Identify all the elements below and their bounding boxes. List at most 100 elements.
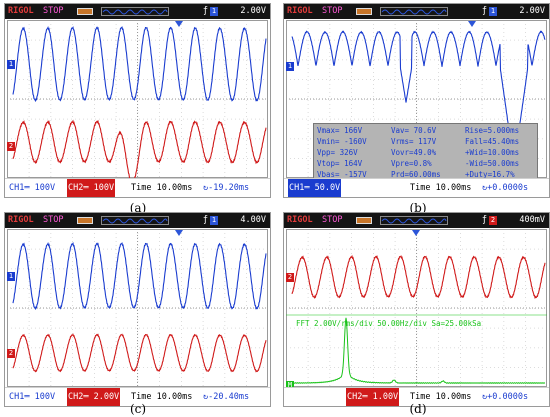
trigger-offset: ↻+0.0000s <box>482 392 529 402</box>
scope-screen: 1 2 <box>7 20 268 186</box>
battery-icon <box>356 8 372 15</box>
measurement-value: Rise=5.000ms <box>465 126 520 135</box>
trigger-level: 400mV <box>519 215 545 225</box>
measurement-value: Vovr=49.0% <box>391 148 437 157</box>
scope-scale-bar: CH1═ 50.0V Time 10.00ms ↻+0.0000s <box>284 178 549 197</box>
ch1-marker: 1 <box>286 62 294 71</box>
run-status: STOP <box>322 6 343 16</box>
graticule <box>7 229 268 387</box>
trigger-channel-badge: 2 <box>489 216 497 225</box>
brand-label: RIGOL <box>287 215 313 225</box>
measurement-row: Vmax= 166V Vav= 70.6V Rise=5.000ms <box>314 125 537 136</box>
measurement-value: Vmax= 166V <box>317 126 363 135</box>
graticule <box>286 229 547 387</box>
brand-label: RIGOL <box>8 6 34 16</box>
scope-scale-bar: CH1═ 100V CH2═ 2.00V Time 10.00ms ↻-20.4… <box>5 387 270 406</box>
scope-status-bar: RIGOL STOP ƒ 2 400mV <box>284 213 549 228</box>
scope-screen: 1 Vmax= 166V Vav= 70.6V Rise=5.000ms Vmin= … <box>286 20 547 191</box>
scope-status-bar: RIGOL STOP ƒ 1 4.00V <box>5 213 270 228</box>
trigger-offset: ↻+0.0000s <box>482 183 529 193</box>
trigger-edge-icon: ƒ <box>202 215 208 225</box>
measurement-value: Vmin= -160V <box>317 137 367 146</box>
trigger-edge-icon: ƒ <box>202 6 208 16</box>
timebase: Time 10.00ms <box>410 392 472 402</box>
trigger-edge-icon: ƒ <box>481 215 487 225</box>
measurement-value: -Wid=50.00ms <box>465 159 520 168</box>
scope-screen: 2 M FFT 2.00V/rms/div 50.00Hz/div Sa=25.… <box>286 229 547 390</box>
trigger-position-marker <box>412 230 420 236</box>
scope-panel-a: RIGOL STOP ƒ 1 2.00V 1 2 CH1═ 100V CH2═ … <box>4 3 271 198</box>
ch2-marker: 2 <box>286 273 294 282</box>
scope-panel-c: RIGOL STOP ƒ 1 4.00V 1 2 CH1═ 100V CH2═ … <box>4 212 271 407</box>
measurement-value: Vav= 70.6V <box>391 126 437 135</box>
battery-icon <box>77 8 93 15</box>
trigger-level: 4.00V <box>240 215 266 225</box>
brand-label: RIGOL <box>287 6 313 16</box>
trigger-level: 2.00V <box>519 6 545 16</box>
measurement-value: Vbas= -157V <box>317 170 367 179</box>
ch1-marker: 1 <box>7 272 15 281</box>
scope-scale-bar: CH1═ 100V CH2═ 100V Time 10.00ms ↻-19.20… <box>5 178 270 197</box>
ch1-scale: CH1═ 100V <box>9 183 56 193</box>
ch2-marker: 2 <box>7 349 15 358</box>
waveform-display <box>286 229 547 387</box>
measurement-value: Vpp= 326V <box>317 148 358 157</box>
measurement-value: Vpre=0.8% <box>391 159 432 168</box>
measurement-value: Vtop= 164V <box>317 159 363 168</box>
trigger-channel-badge: 1 <box>210 7 218 16</box>
ch1-trace <box>12 241 267 311</box>
trigger-channel-badge: 1 <box>210 216 218 225</box>
scope-scale-bar: CH2═ 1.00V Time 10.00ms ↻+0.0000s <box>284 387 549 406</box>
trigger-position-marker <box>175 230 183 236</box>
measurement-row: Vtop= 164V Vpre=0.8% -Wid=50.00ms <box>314 158 537 169</box>
scope-status-bar: RIGOL STOP ƒ 1 2.00V <box>5 4 270 19</box>
caption-b: (b) <box>409 201 427 215</box>
memory-waveform-icon <box>380 216 448 225</box>
ch1-trace <box>291 30 546 166</box>
brand-label: RIGOL <box>8 215 34 225</box>
measurement-row: Vpp= 326V Vovr=49.0% +Wid=10.00ms <box>314 147 537 158</box>
run-status: STOP <box>322 215 343 225</box>
ch2-trace <box>12 333 267 373</box>
math-marker: M <box>286 381 294 390</box>
trigger-edge-icon: ƒ <box>481 6 487 16</box>
run-status: STOP <box>43 6 64 16</box>
timebase: Time 10.00ms <box>131 392 193 402</box>
waveform-display <box>7 229 268 387</box>
battery-icon <box>356 217 372 224</box>
measurement-value: Vrms= 117V <box>391 137 437 146</box>
caption-d: (d) <box>409 402 427 416</box>
memory-waveform-icon <box>101 216 169 225</box>
trigger-channel-badge: 1 <box>489 7 497 16</box>
ch1-scale: CH1═ 100V <box>9 392 56 402</box>
ch2-trace <box>291 254 546 300</box>
measurement-value: +Wid=10.00ms <box>465 148 520 157</box>
measurement-value: Prd=60.00ms <box>391 170 441 179</box>
trigger-level: 2.00V <box>240 6 266 16</box>
run-status: STOP <box>43 215 64 225</box>
scope-screen: 1 2 <box>7 229 268 387</box>
trigger-offset: ↻-20.40ms <box>203 392 250 402</box>
scope-status-bar: RIGOL STOP ƒ 1 2.00V <box>284 4 549 19</box>
scope-panel-d: RIGOL STOP ƒ 2 400mV 2 M FFT 2.00V/rms/d… <box>283 212 550 407</box>
measurement-value: +Duty=16.7% <box>465 170 515 179</box>
measurement-row: Vmin= -160V Vrms= 117V Fall=45.40ms <box>314 136 537 147</box>
timebase: Time 10.00ms <box>131 183 193 193</box>
caption-a: (a) <box>129 201 147 215</box>
trigger-position-marker <box>175 21 183 27</box>
timebase: Time 10.00ms <box>410 183 472 193</box>
memory-waveform-icon <box>380 7 448 16</box>
battery-icon <box>77 217 93 224</box>
fft-trace <box>291 317 546 384</box>
ch2-trace <box>12 119 267 186</box>
measurement-value: Fall=45.40ms <box>465 137 520 146</box>
trigger-position-marker <box>468 21 476 27</box>
caption-c: (c) <box>129 402 147 416</box>
trigger-offset: ↻-19.20ms <box>203 183 250 193</box>
ch1-marker: 1 <box>7 60 15 69</box>
ch2-marker: 2 <box>7 142 15 151</box>
waveform-display <box>7 20 268 186</box>
memory-waveform-icon <box>101 7 169 16</box>
ch1-trace <box>12 25 267 103</box>
graticule <box>7 20 268 178</box>
